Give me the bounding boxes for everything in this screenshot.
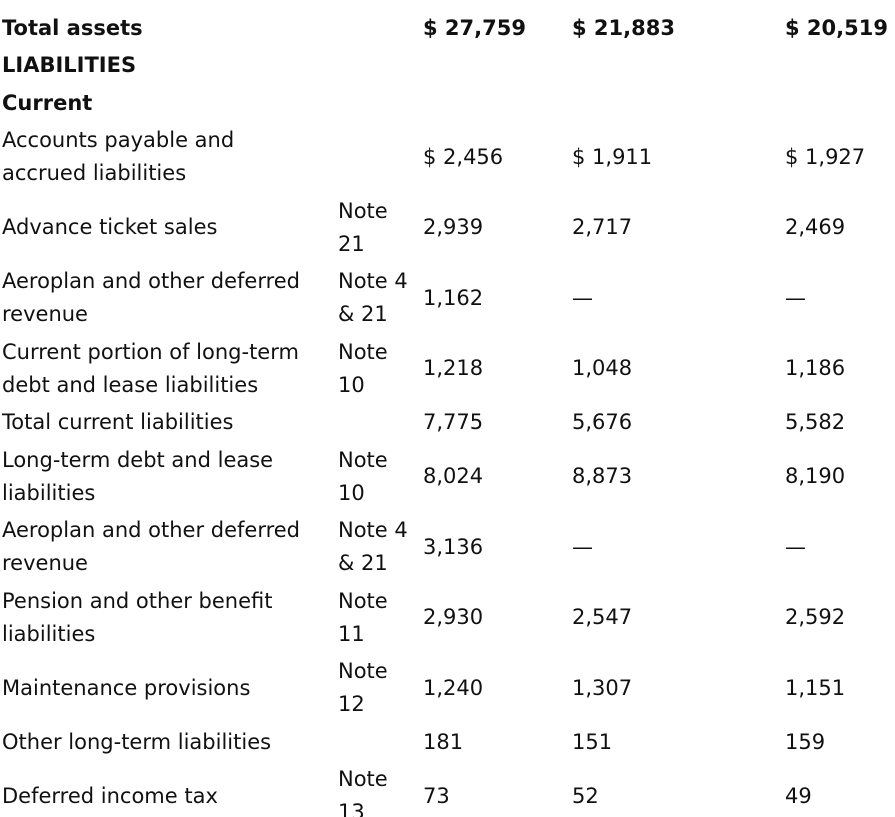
note-ref: Note 10 bbox=[338, 336, 418, 402]
value-col-2: 151 bbox=[572, 730, 613, 754]
row-label-line-1: Accounts payable and bbox=[2, 128, 235, 152]
row-label-line-1: Aeroplan and other deferred bbox=[2, 518, 301, 542]
value-col-2: — bbox=[572, 286, 593, 310]
value-col-1: 2,939 bbox=[423, 215, 484, 239]
note-ref: Note 4 & 21 bbox=[338, 265, 418, 331]
row-label: Accounts payable and accrued liabilities bbox=[2, 124, 332, 190]
value-col-2: 5,676 bbox=[572, 410, 633, 434]
value-col-1: 181 bbox=[423, 730, 464, 754]
note-ref: Note 12 bbox=[338, 655, 418, 721]
row-label: Aeroplan and other deferred revenue bbox=[2, 265, 332, 331]
row-label-line-2: accrued liabilities bbox=[2, 161, 187, 185]
note-ref-line-2: 13 bbox=[338, 800, 365, 817]
value-col-3: 8,190 bbox=[785, 464, 846, 488]
row-label: Total assets bbox=[2, 16, 143, 40]
row-label: Aeroplan and other deferred revenue bbox=[2, 514, 332, 580]
value-col-3: 159 bbox=[785, 730, 826, 754]
section-heading: LIABILITIES bbox=[2, 53, 137, 77]
value-col-1: 2,930 bbox=[423, 605, 484, 629]
value-col-1: $ 27,759 bbox=[423, 16, 526, 40]
note-ref-line-1: Note 4 bbox=[338, 518, 408, 542]
row-label-line-2: debt and lease liabilities bbox=[2, 373, 259, 397]
value-col-1: $ 2,456 bbox=[423, 145, 504, 169]
note-ref-line-2: & 21 bbox=[338, 302, 388, 326]
value-col-2: — bbox=[572, 535, 593, 559]
row-label: Pension and other benefit liabilities bbox=[2, 585, 332, 651]
note-ref-line-2: 12 bbox=[338, 692, 365, 716]
value-col-1: 8,024 bbox=[423, 464, 484, 488]
value-col-3: 1,186 bbox=[785, 356, 846, 380]
value-col-2: 1,048 bbox=[572, 356, 633, 380]
value-col-1: 1,218 bbox=[423, 356, 484, 380]
value-col-3: 1,151 bbox=[785, 676, 846, 700]
row-label: Current portion of long-term debt and le… bbox=[2, 336, 332, 402]
note-ref-line-1: Note bbox=[338, 340, 388, 364]
value-col-1: 73 bbox=[423, 784, 450, 808]
note-ref-line-2: 21 bbox=[338, 232, 365, 256]
row-label-line-1: Aeroplan and other deferred bbox=[2, 269, 301, 293]
value-col-3: 49 bbox=[785, 784, 812, 808]
value-col-3: 2,469 bbox=[785, 215, 846, 239]
row-label-line-2: revenue bbox=[2, 302, 88, 326]
value-col-1: 3,136 bbox=[423, 535, 484, 559]
subsection-heading: Current bbox=[2, 91, 93, 115]
row-label: Total current liabilities bbox=[2, 410, 234, 434]
row-label: Long-term debt and lease liabilities bbox=[2, 444, 332, 510]
note-ref: Note 4 & 21 bbox=[338, 514, 418, 580]
row-label-line-1: Current portion of long-term bbox=[2, 340, 299, 364]
value-col-3: $ 20,519 bbox=[785, 16, 888, 40]
note-ref-line-2: 10 bbox=[338, 373, 365, 397]
row-label: Advance ticket sales bbox=[2, 215, 218, 239]
row-label-line-2: liabilities bbox=[2, 622, 96, 646]
note-ref: Note 10 bbox=[338, 444, 418, 510]
note-ref-line-1: Note bbox=[338, 767, 388, 791]
value-col-2: 52 bbox=[572, 784, 599, 808]
row-label: Other long-term liabilities bbox=[2, 730, 272, 754]
value-col-3: 5,582 bbox=[785, 410, 846, 434]
value-col-1: 1,240 bbox=[423, 676, 484, 700]
note-ref-line-1: Note bbox=[338, 659, 388, 683]
note-ref-line-1: Note bbox=[338, 199, 388, 223]
note-ref: Note 21 bbox=[338, 195, 418, 261]
value-col-3: 2,592 bbox=[785, 605, 846, 629]
note-ref-line-1: Note bbox=[338, 448, 388, 472]
row-label: Deferred income tax bbox=[2, 784, 218, 808]
value-col-3: $ 1,927 bbox=[785, 145, 866, 169]
value-col-1: 1,162 bbox=[423, 286, 484, 310]
note-ref: Note 13 bbox=[338, 763, 418, 817]
row-label: Maintenance provisions bbox=[2, 676, 251, 700]
row-label-line-1: Pension and other benefit bbox=[2, 589, 273, 613]
value-col-2: 8,873 bbox=[572, 464, 633, 488]
note-ref-line-1: Note 4 bbox=[338, 269, 408, 293]
value-col-2: $ 1,911 bbox=[572, 145, 653, 169]
row-label-line-1: Long-term debt and lease bbox=[2, 448, 274, 472]
value-col-2: $ 21,883 bbox=[572, 16, 675, 40]
value-col-1: 7,775 bbox=[423, 410, 484, 434]
note-ref-line-1: Note bbox=[338, 589, 388, 613]
value-col-3: — bbox=[785, 286, 806, 310]
note-ref-line-2: 11 bbox=[338, 622, 365, 646]
value-col-3: — bbox=[785, 535, 806, 559]
note-ref: Note 11 bbox=[338, 585, 418, 651]
value-col-2: 1,307 bbox=[572, 676, 633, 700]
value-col-2: 2,717 bbox=[572, 215, 633, 239]
note-ref-line-2: & 21 bbox=[338, 551, 388, 575]
note-ref-line-2: 10 bbox=[338, 481, 365, 505]
row-label-line-2: liabilities bbox=[2, 481, 96, 505]
value-col-2: 2,547 bbox=[572, 605, 633, 629]
row-label-line-2: revenue bbox=[2, 551, 88, 575]
